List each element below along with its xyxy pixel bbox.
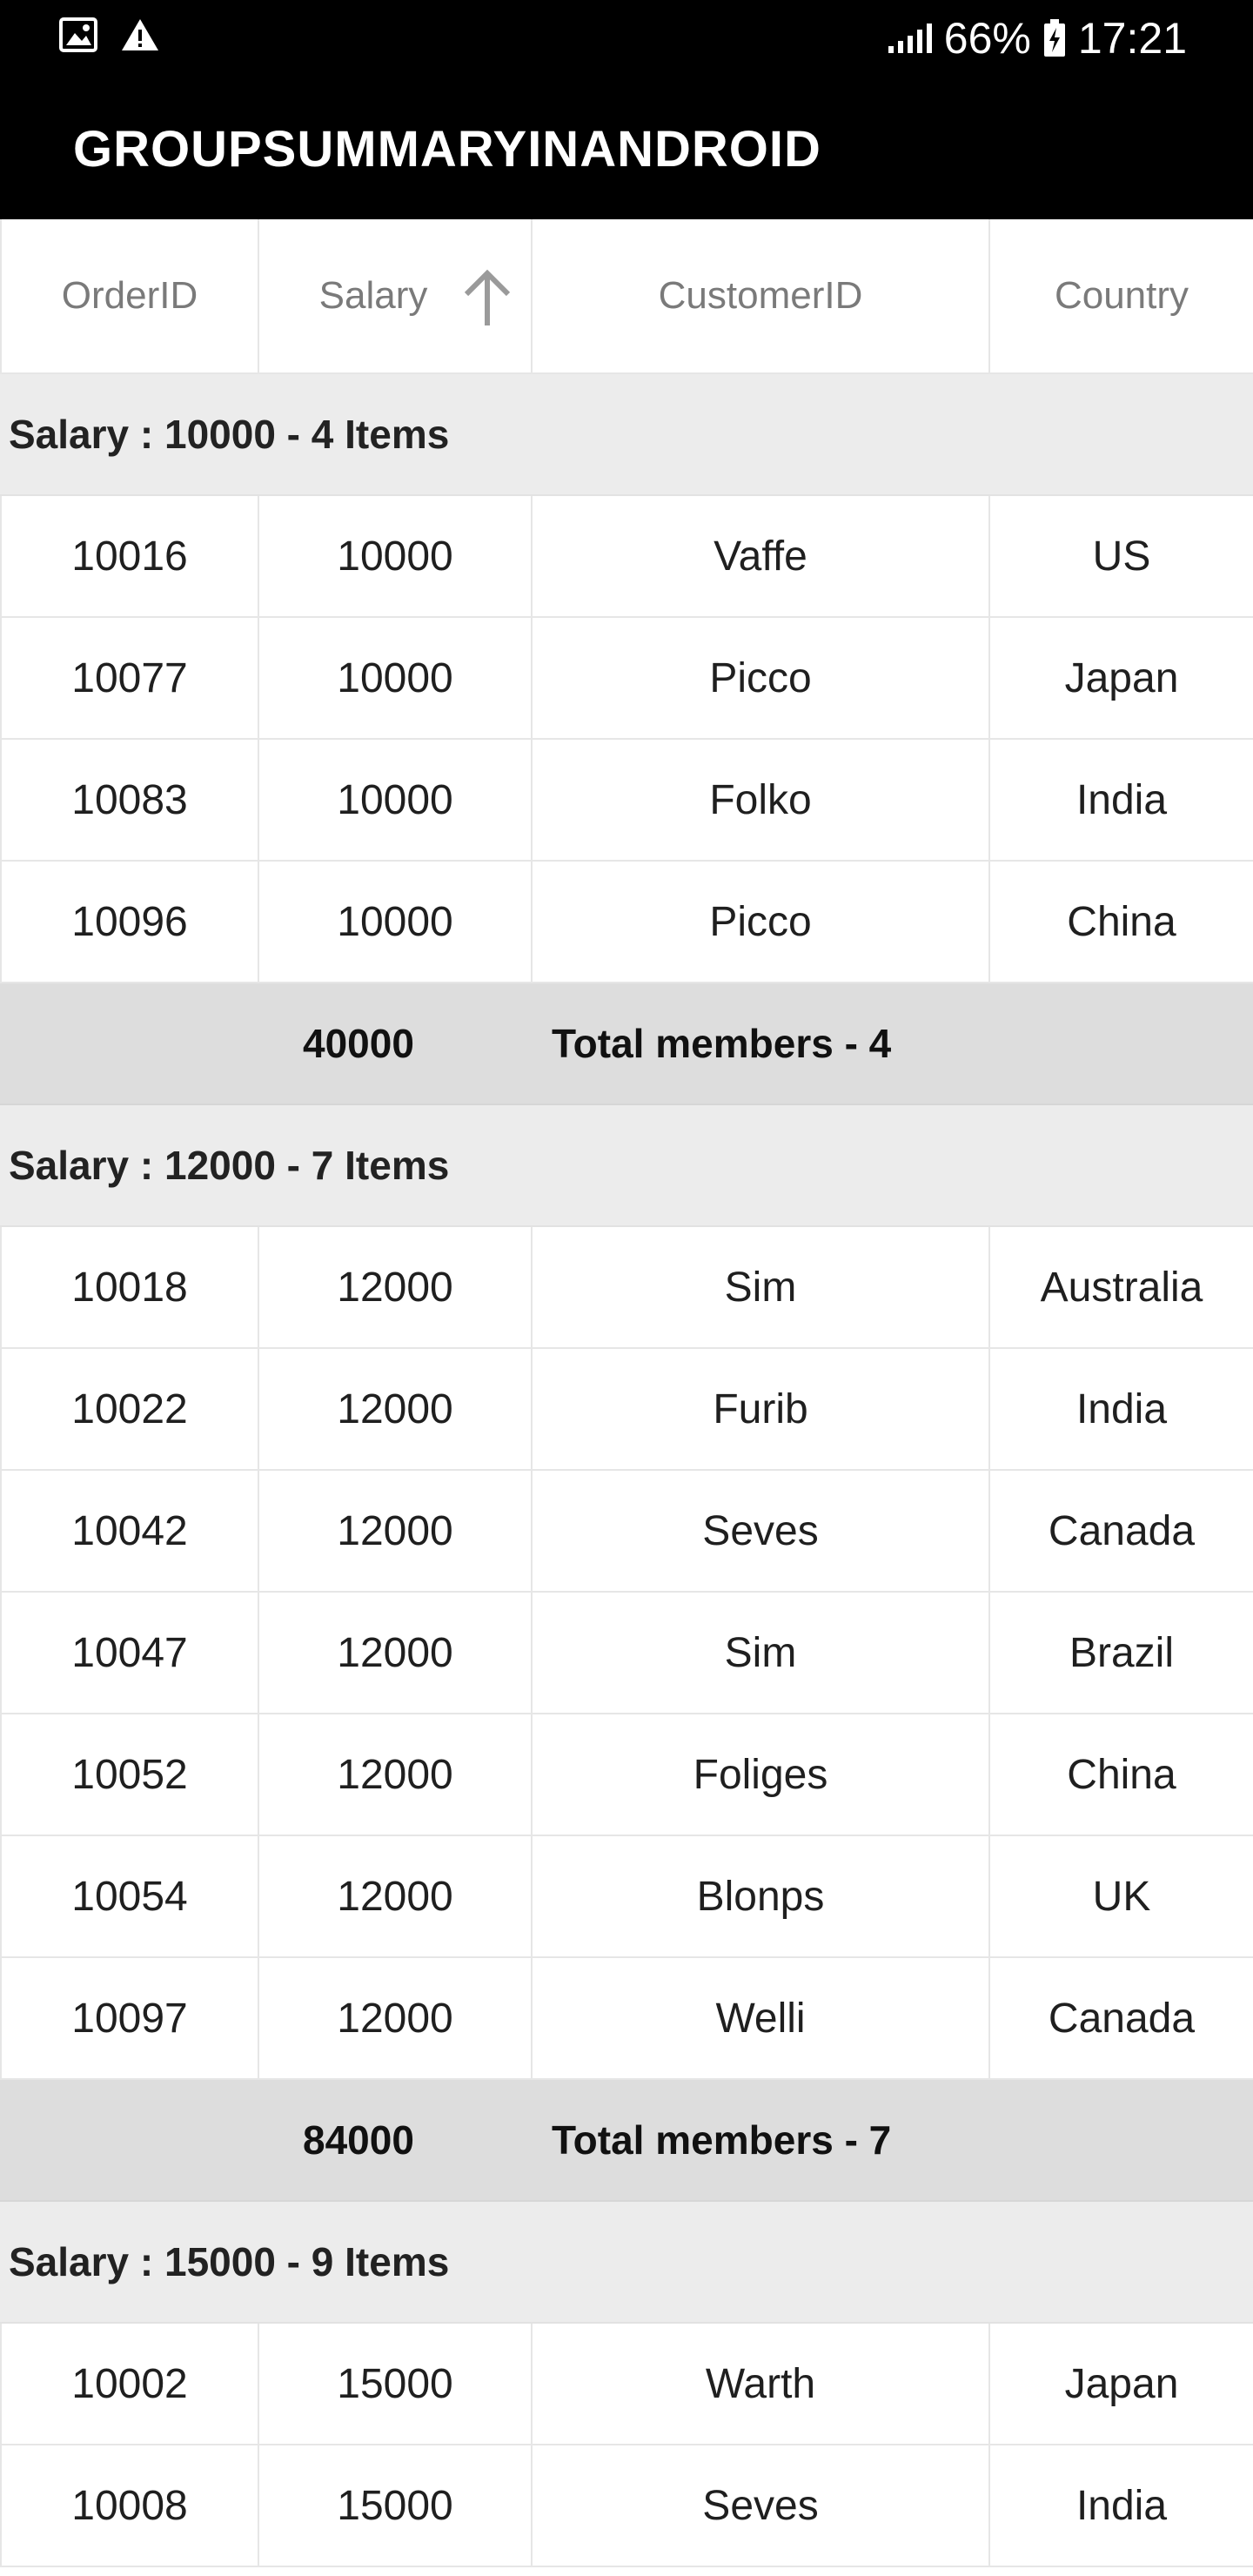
cell-salary[interactable]: 12000	[258, 1227, 531, 1347]
cell-customerid[interactable]: Picco	[531, 618, 988, 738]
table-row[interactable]: 10047 12000 Sim Brazil	[0, 1593, 1253, 1714]
cell-salary[interactable]: 10000	[258, 496, 531, 616]
cell-orderid[interactable]: 10016	[0, 496, 258, 616]
cell-country[interactable]: Japan	[988, 2324, 1253, 2444]
group-caption-row[interactable]: Salary : 12000 - 7 Items	[0, 1105, 1253, 1227]
status-bar: 66% 17:21	[0, 0, 1253, 77]
group-caption-text: Salary : 15000 - 9 Items	[9, 2239, 450, 2284]
cell-orderid[interactable]: 10096	[0, 862, 258, 982]
signal-icon	[888, 23, 932, 53]
battery-percent: 66%	[943, 14, 1031, 63]
column-header-orderid[interactable]: OrderID	[0, 219, 258, 372]
cell-salary[interactable]: 15000	[258, 2445, 531, 2566]
data-grid[interactable]: OrderID Salary CustomerID Country Salary…	[0, 219, 1253, 2567]
cell-salary[interactable]: 12000	[258, 1349, 531, 1469]
cell-salary[interactable]: 15000	[258, 2324, 531, 2444]
table-row[interactable]: 10054 12000 Blonps UK	[0, 1836, 1253, 1958]
column-header-salary-label: Salary	[318, 274, 428, 317]
cell-orderid[interactable]: 10077	[0, 618, 258, 738]
cell-customerid[interactable]: Folko	[531, 740, 988, 860]
cell-orderid[interactable]: 10042	[0, 1471, 258, 1591]
table-row[interactable]: 10016 10000 Vaffe US	[0, 496, 1253, 618]
cell-orderid[interactable]: 10018	[0, 1227, 258, 1347]
group-summary-row: 40000 Total members - 4	[0, 983, 1253, 1105]
cell-country[interactable]: China	[988, 862, 1253, 982]
cell-country[interactable]: UK	[988, 1836, 1253, 1956]
cell-salary[interactable]: 10000	[258, 740, 531, 860]
group-caption-row[interactable]: Salary : 15000 - 9 Items	[0, 2202, 1253, 2324]
cell-country[interactable]: India	[988, 1349, 1253, 1469]
cell-orderid[interactable]: 10052	[0, 1714, 258, 1835]
cell-customerid[interactable]: Picco	[531, 862, 988, 982]
cell-customerid[interactable]: Furib	[531, 1349, 988, 1469]
app-bar: GROUPSUMMARYINANDROID	[0, 77, 1253, 219]
cell-country[interactable]: China	[988, 1714, 1253, 1835]
cell-country[interactable]: India	[988, 740, 1253, 860]
cell-orderid[interactable]: 10002	[0, 2324, 258, 2444]
warning-icon	[122, 19, 158, 50]
group-caption-text: Salary : 12000 - 7 Items	[9, 1143, 450, 1188]
cell-customerid[interactable]: Seves	[531, 2445, 988, 2566]
cell-salary[interactable]: 12000	[258, 1593, 531, 1713]
cell-salary[interactable]: 10000	[258, 862, 531, 982]
image-notification-icon	[59, 17, 97, 52]
cell-customerid[interactable]: Seves	[531, 1471, 988, 1591]
column-header-country[interactable]: Country	[988, 219, 1253, 372]
summary-member-count: Total members - 7	[552, 2117, 892, 2163]
cell-country[interactable]: Brazil	[988, 1593, 1253, 1713]
cell-salary[interactable]: 10000	[258, 618, 531, 738]
notification-icons	[59, 17, 160, 52]
table-row[interactable]: 10022 12000 Furib India	[0, 1349, 1253, 1471]
cell-customerid[interactable]: Foliges	[531, 1714, 988, 1835]
cell-salary[interactable]: 12000	[258, 1836, 531, 1956]
cell-orderid[interactable]: 10083	[0, 740, 258, 860]
group-caption-text: Salary : 10000 - 4 Items	[9, 412, 450, 457]
cell-orderid[interactable]: 10047	[0, 1593, 258, 1713]
table-row[interactable]: 10042 12000 Seves Canada	[0, 1471, 1253, 1593]
table-row[interactable]: 10096 10000 Picco China	[0, 862, 1253, 983]
cell-orderid[interactable]: 10054	[0, 1836, 258, 1956]
summary-member-count: Total members - 4	[552, 1021, 892, 1066]
cell-country[interactable]: Canada	[988, 1471, 1253, 1591]
cell-orderid[interactable]: 10097	[0, 1958, 258, 2078]
table-row[interactable]: 10097 12000 Welli Canada	[0, 1958, 1253, 2080]
table-row[interactable]: 10052 12000 Foliges China	[0, 1714, 1253, 1836]
group-summary-row: 84000 Total members - 7	[0, 2080, 1253, 2202]
cell-customerid[interactable]: Vaffe	[531, 496, 988, 616]
group-caption-row[interactable]: Salary : 10000 - 4 Items	[0, 374, 1253, 496]
cell-customerid[interactable]: Sim	[531, 1227, 988, 1347]
cell-customerid[interactable]: Blonps	[531, 1836, 988, 1956]
cell-orderid[interactable]: 10008	[0, 2445, 258, 2566]
cell-customerid[interactable]: Welli	[531, 1958, 988, 2078]
table-row[interactable]: 10083 10000 Folko India	[0, 740, 1253, 862]
table-row[interactable]: 10018 12000 Sim Australia	[0, 1227, 1253, 1349]
column-header-salary[interactable]: Salary	[258, 219, 531, 372]
table-row[interactable]: 10077 10000 Picco Japan	[0, 618, 1253, 740]
cell-country[interactable]: US	[988, 496, 1253, 616]
table-row[interactable]: 10008 15000 Seves India	[0, 2445, 1253, 2567]
cell-customerid[interactable]: Warth	[531, 2324, 988, 2444]
cell-country[interactable]: Australia	[988, 1227, 1253, 1347]
cell-country[interactable]: India	[988, 2445, 1253, 2566]
summary-salary-total: 40000	[303, 1021, 414, 1066]
cell-country[interactable]: Canada	[988, 1958, 1253, 2078]
header-row: OrderID Salary CustomerID Country	[0, 219, 1253, 374]
cell-salary[interactable]: 12000	[258, 1471, 531, 1591]
cell-salary[interactable]: 12000	[258, 1714, 531, 1835]
cell-country[interactable]: Japan	[988, 618, 1253, 738]
battery-icon	[1043, 19, 1065, 57]
cell-customerid[interactable]: Sim	[531, 1593, 988, 1713]
cell-salary[interactable]: 12000	[258, 1958, 531, 2078]
clock: 17:21	[1077, 14, 1187, 63]
cell-orderid[interactable]: 10022	[0, 1349, 258, 1469]
sort-ascending-icon[interactable]	[461, 268, 513, 329]
column-header-customerid[interactable]: CustomerID	[531, 219, 988, 372]
table-row[interactable]: 10002 15000 Warth Japan	[0, 2324, 1253, 2445]
app-title: GROUPSUMMARYINANDROID	[73, 121, 821, 178]
summary-salary-total: 84000	[303, 2117, 414, 2163]
